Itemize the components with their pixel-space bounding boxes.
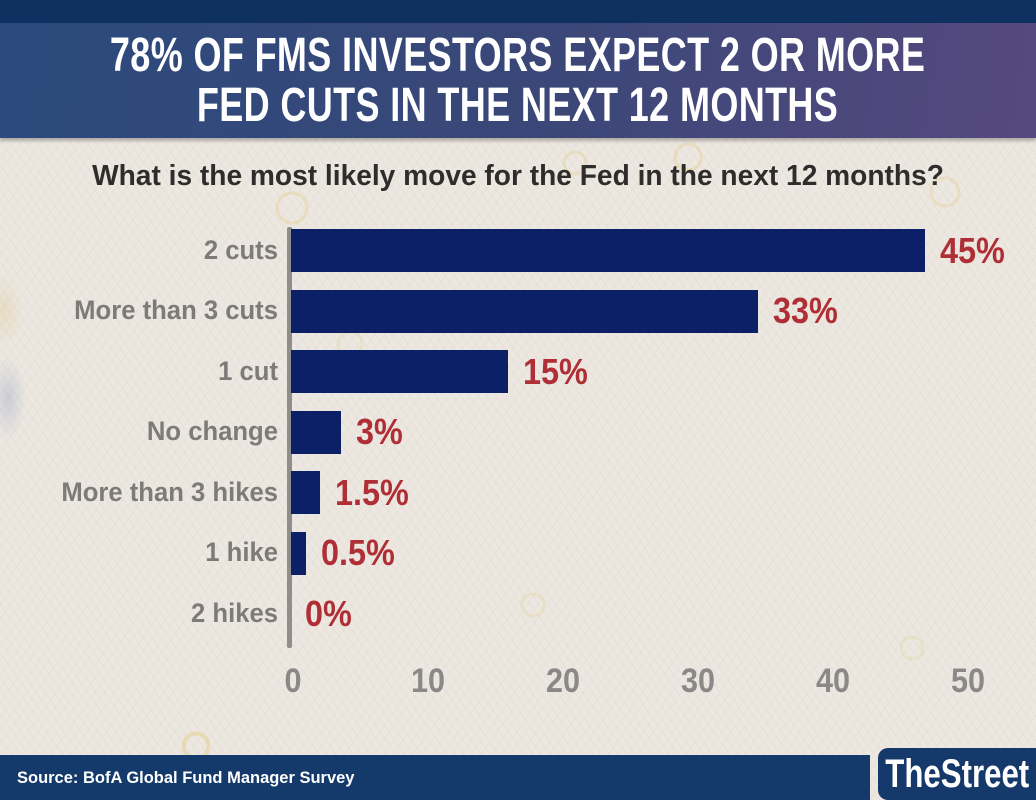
bar: [291, 289, 758, 333]
category-label: 2 hikes: [191, 597, 278, 628]
value-label: 1.5%: [335, 471, 409, 513]
category-label: 2 cuts: [203, 234, 278, 265]
headline-line-1: 78% OF FMS INVESTORS EXPECT 2 OR MORE: [110, 28, 926, 82]
bar-chart: What is the most likely move for the Fed…: [0, 138, 1036, 755]
category-label: 1 hike: [205, 537, 278, 567]
chart-question-title: What is the most likely move for the Fed…: [92, 160, 944, 192]
headline-banner: 78% OF FMS INVESTORS EXPECT 2 OR MORE FE…: [0, 23, 1036, 138]
value-label: 0%: [305, 592, 352, 634]
category-label: No change: [146, 416, 278, 446]
value-label: 33%: [773, 290, 838, 331]
bar: [291, 531, 306, 575]
headline-line-2: FED CUTS IN THE NEXT 12 MONTHS: [197, 78, 839, 132]
value-label: 3%: [356, 411, 403, 452]
x-tick-label: 40: [815, 662, 851, 700]
bar: [291, 410, 341, 454]
footer-bar: Source: BofA Global Fund Manager Survey: [0, 755, 870, 800]
x-tick-label: 20: [545, 662, 581, 700]
value-label: 0.5%: [321, 532, 395, 573]
thestreet-logo: TheStreet: [878, 748, 1036, 800]
x-tick-label: 10: [410, 662, 446, 700]
value-label: 45%: [940, 229, 1005, 271]
value-label: 15%: [523, 350, 588, 392]
thestreet-logo-text: TheStreet: [885, 751, 1029, 796]
y-axis-line: [287, 227, 292, 648]
x-tick-label: 30: [680, 662, 716, 700]
x-tick-label: 0: [284, 662, 302, 700]
x-tick-label: 50: [950, 662, 986, 700]
bar: [291, 471, 320, 514]
bar: [291, 350, 508, 393]
source-credit: Source: BofA Global Fund Manager Survey: [17, 767, 355, 787]
header-top-strip: [0, 0, 1036, 23]
bar: [291, 229, 925, 272]
category-label: More than 3 hikes: [61, 476, 278, 507]
category-label: More than 3 cuts: [74, 295, 278, 325]
category-label: 1 cut: [218, 355, 278, 386]
